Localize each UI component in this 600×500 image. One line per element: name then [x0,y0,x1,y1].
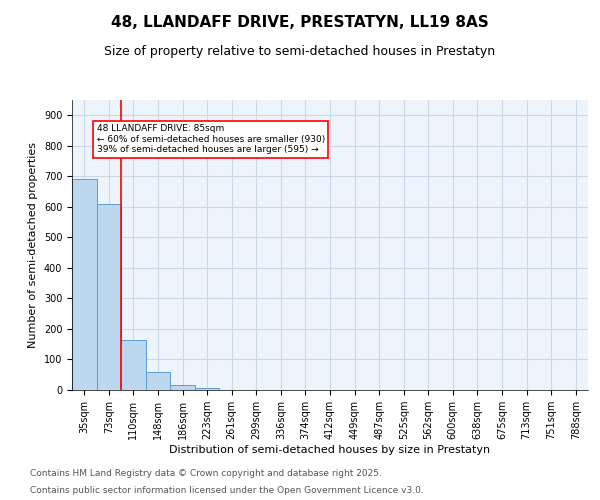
Text: Contains HM Land Registry data © Crown copyright and database right 2025.: Contains HM Land Registry data © Crown c… [30,468,382,477]
Bar [195,388,220,390]
Bar [146,372,170,390]
Bar [97,204,121,390]
Bar [121,340,146,390]
Bar [170,386,195,390]
X-axis label: Distribution of semi-detached houses by size in Prestatyn: Distribution of semi-detached houses by … [169,445,491,455]
Text: 48, LLANDAFF DRIVE, PRESTATYN, LL19 8AS: 48, LLANDAFF DRIVE, PRESTATYN, LL19 8AS [111,15,489,30]
Text: 48 LLANDAFF DRIVE: 85sqm
← 60% of semi-detached houses are smaller (930)
39% of : 48 LLANDAFF DRIVE: 85sqm ← 60% of semi-d… [97,124,325,154]
Bar [72,180,97,390]
Text: Size of property relative to semi-detached houses in Prestatyn: Size of property relative to semi-detach… [104,45,496,58]
Y-axis label: Number of semi-detached properties: Number of semi-detached properties [28,142,38,348]
Text: Contains public sector information licensed under the Open Government Licence v3: Contains public sector information licen… [30,486,424,495]
